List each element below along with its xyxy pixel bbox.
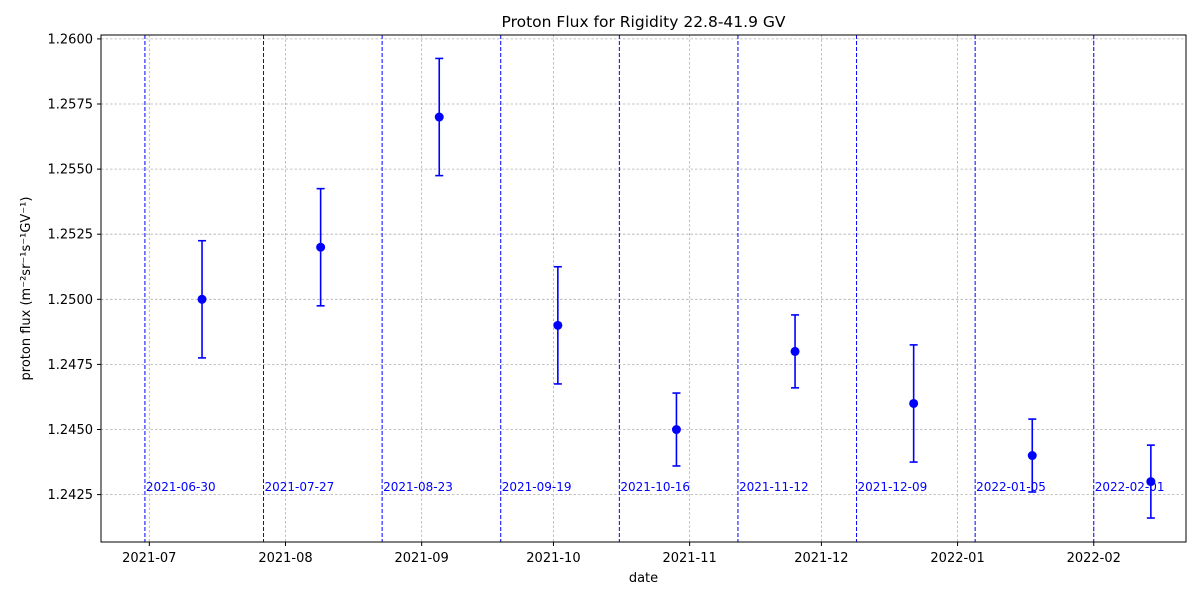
data-point [316,242,326,252]
interval-marker-label: 2021-12-09 [858,480,928,494]
interval-marker-label: 2021-11-12 [739,480,809,494]
interval-marker-label: 2021-08-23 [383,480,453,494]
x-tick-label: 2021-11 [662,551,716,566]
y-tick-label: 1.2425 [48,488,94,503]
chart-title: Proton Flux for Rigidity 22.8-41.9 GV [502,13,786,31]
data-point [671,425,681,435]
interval-marker-label: 2021-10-16 [620,480,690,494]
data-point [197,294,207,304]
y-tick-label: 1.2450 [48,423,94,438]
x-tick-label: 2022-01 [930,551,984,566]
data-point [434,112,444,122]
x-tick-label: 2021-08 [258,551,312,566]
x-tick-label: 2022-02 [1067,551,1121,566]
x-tick-label: 2021-09 [395,551,449,566]
axis-layer: 1.2425 1.2450 1.2475 1.2500 1.2525 1.2550 1.25… [48,32,1121,566]
interval-marker-label: 2021-07-27 [265,480,335,494]
data-point [909,398,919,408]
data-layer [197,57,1156,519]
y-tick-label: 1.2600 [48,32,94,47]
x-tick-label: 2021-12 [794,551,848,566]
y-tick-label: 1.2575 [48,98,94,113]
data-point [1027,451,1037,461]
interval-marker-label: 2022-01-05 [976,480,1046,494]
interval-marker-label: 2021-06-30 [146,480,216,494]
y-axis-title: proton flux (m⁻²sr⁻¹s⁻¹GV⁻¹) [19,197,34,381]
data-point [790,346,800,356]
interval-marker-label: 2021-09-19 [502,480,572,494]
y-tick-label: 1.2550 [48,163,94,178]
x-tick-label: 2021-10 [526,551,580,566]
y-tick-label: 1.2500 [48,293,94,308]
y-tick-label: 1.2475 [48,358,94,373]
x-axis-title: date [629,571,658,586]
interval-marker-layer: 2021-06-30 2021-07-27 2021-08-23 2021-09-19… [144,35,1165,542]
x-tick-label: 2021-07 [122,551,176,566]
plot-frame [100,34,1187,543]
data-point [1146,477,1156,487]
data-point [553,320,563,330]
grid-layer [101,35,1186,542]
y-tick-label: 1.2525 [48,228,94,243]
